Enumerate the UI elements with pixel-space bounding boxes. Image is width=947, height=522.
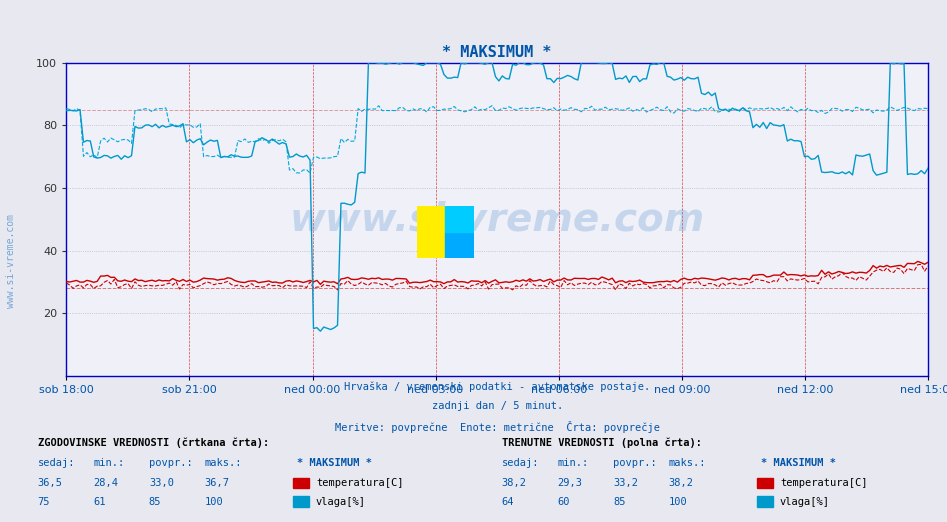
FancyBboxPatch shape [293, 496, 310, 507]
Text: * MAKSIMUM *: * MAKSIMUM * [297, 458, 372, 468]
Text: 33,2: 33,2 [613, 478, 638, 488]
Text: Hrvaška / vremenski podatki - avtomatske postaje.: Hrvaška / vremenski podatki - avtomatske… [344, 381, 651, 392]
Bar [445, 206, 474, 232]
Text: Meritve: povprečne  Enote: metrične  Črta: povprečje: Meritve: povprečne Enote: metrične Črta:… [334, 421, 660, 433]
Text: zadnji dan / 5 minut.: zadnji dan / 5 minut. [432, 401, 563, 411]
Text: 60: 60 [557, 497, 570, 507]
Text: 38,2: 38,2 [669, 478, 693, 488]
Text: TRENUTNE VREDNOSTI (polna črta):: TRENUTNE VREDNOSTI (polna črta): [502, 437, 702, 448]
Text: 64: 64 [502, 497, 514, 507]
Text: 100: 100 [669, 497, 688, 507]
Text: 29,3: 29,3 [557, 478, 582, 488]
FancyBboxPatch shape [757, 478, 774, 488]
Text: min.:: min.: [93, 458, 124, 468]
Text: vlaga[%]: vlaga[%] [780, 497, 830, 507]
Bar [417, 206, 445, 258]
FancyBboxPatch shape [757, 496, 774, 507]
Text: povpr.:: povpr.: [613, 458, 656, 468]
Bar [445, 232, 474, 258]
Text: sedaj:: sedaj: [502, 458, 539, 468]
Text: www.si-vreme.com: www.si-vreme.com [290, 200, 705, 238]
Text: www.si-vreme.com: www.si-vreme.com [7, 214, 16, 308]
Text: ZGODOVINSKE VREDNOSTI (črtkana črta):: ZGODOVINSKE VREDNOSTI (črtkana črta): [38, 437, 269, 448]
Text: sedaj:: sedaj: [38, 458, 75, 468]
Text: 61: 61 [93, 497, 106, 507]
Text: 33,0: 33,0 [149, 478, 174, 488]
Text: maks.:: maks.: [205, 458, 242, 468]
Text: temperatura[C]: temperatura[C] [316, 478, 403, 488]
Text: temperatura[C]: temperatura[C] [780, 478, 867, 488]
Text: min.:: min.: [557, 458, 588, 468]
Text: maks.:: maks.: [669, 458, 706, 468]
Text: 85: 85 [149, 497, 161, 507]
Text: 100: 100 [205, 497, 223, 507]
Text: 28,4: 28,4 [93, 478, 118, 488]
Text: 85: 85 [613, 497, 625, 507]
Title: * MAKSIMUM *: * MAKSIMUM * [442, 45, 552, 60]
FancyBboxPatch shape [293, 478, 310, 488]
Text: povpr.:: povpr.: [149, 458, 192, 468]
Text: 36,7: 36,7 [205, 478, 229, 488]
Text: vlaga[%]: vlaga[%] [316, 497, 366, 507]
Text: 75: 75 [38, 497, 50, 507]
Text: 38,2: 38,2 [502, 478, 527, 488]
Text: * MAKSIMUM *: * MAKSIMUM * [761, 458, 836, 468]
Text: 36,5: 36,5 [38, 478, 63, 488]
